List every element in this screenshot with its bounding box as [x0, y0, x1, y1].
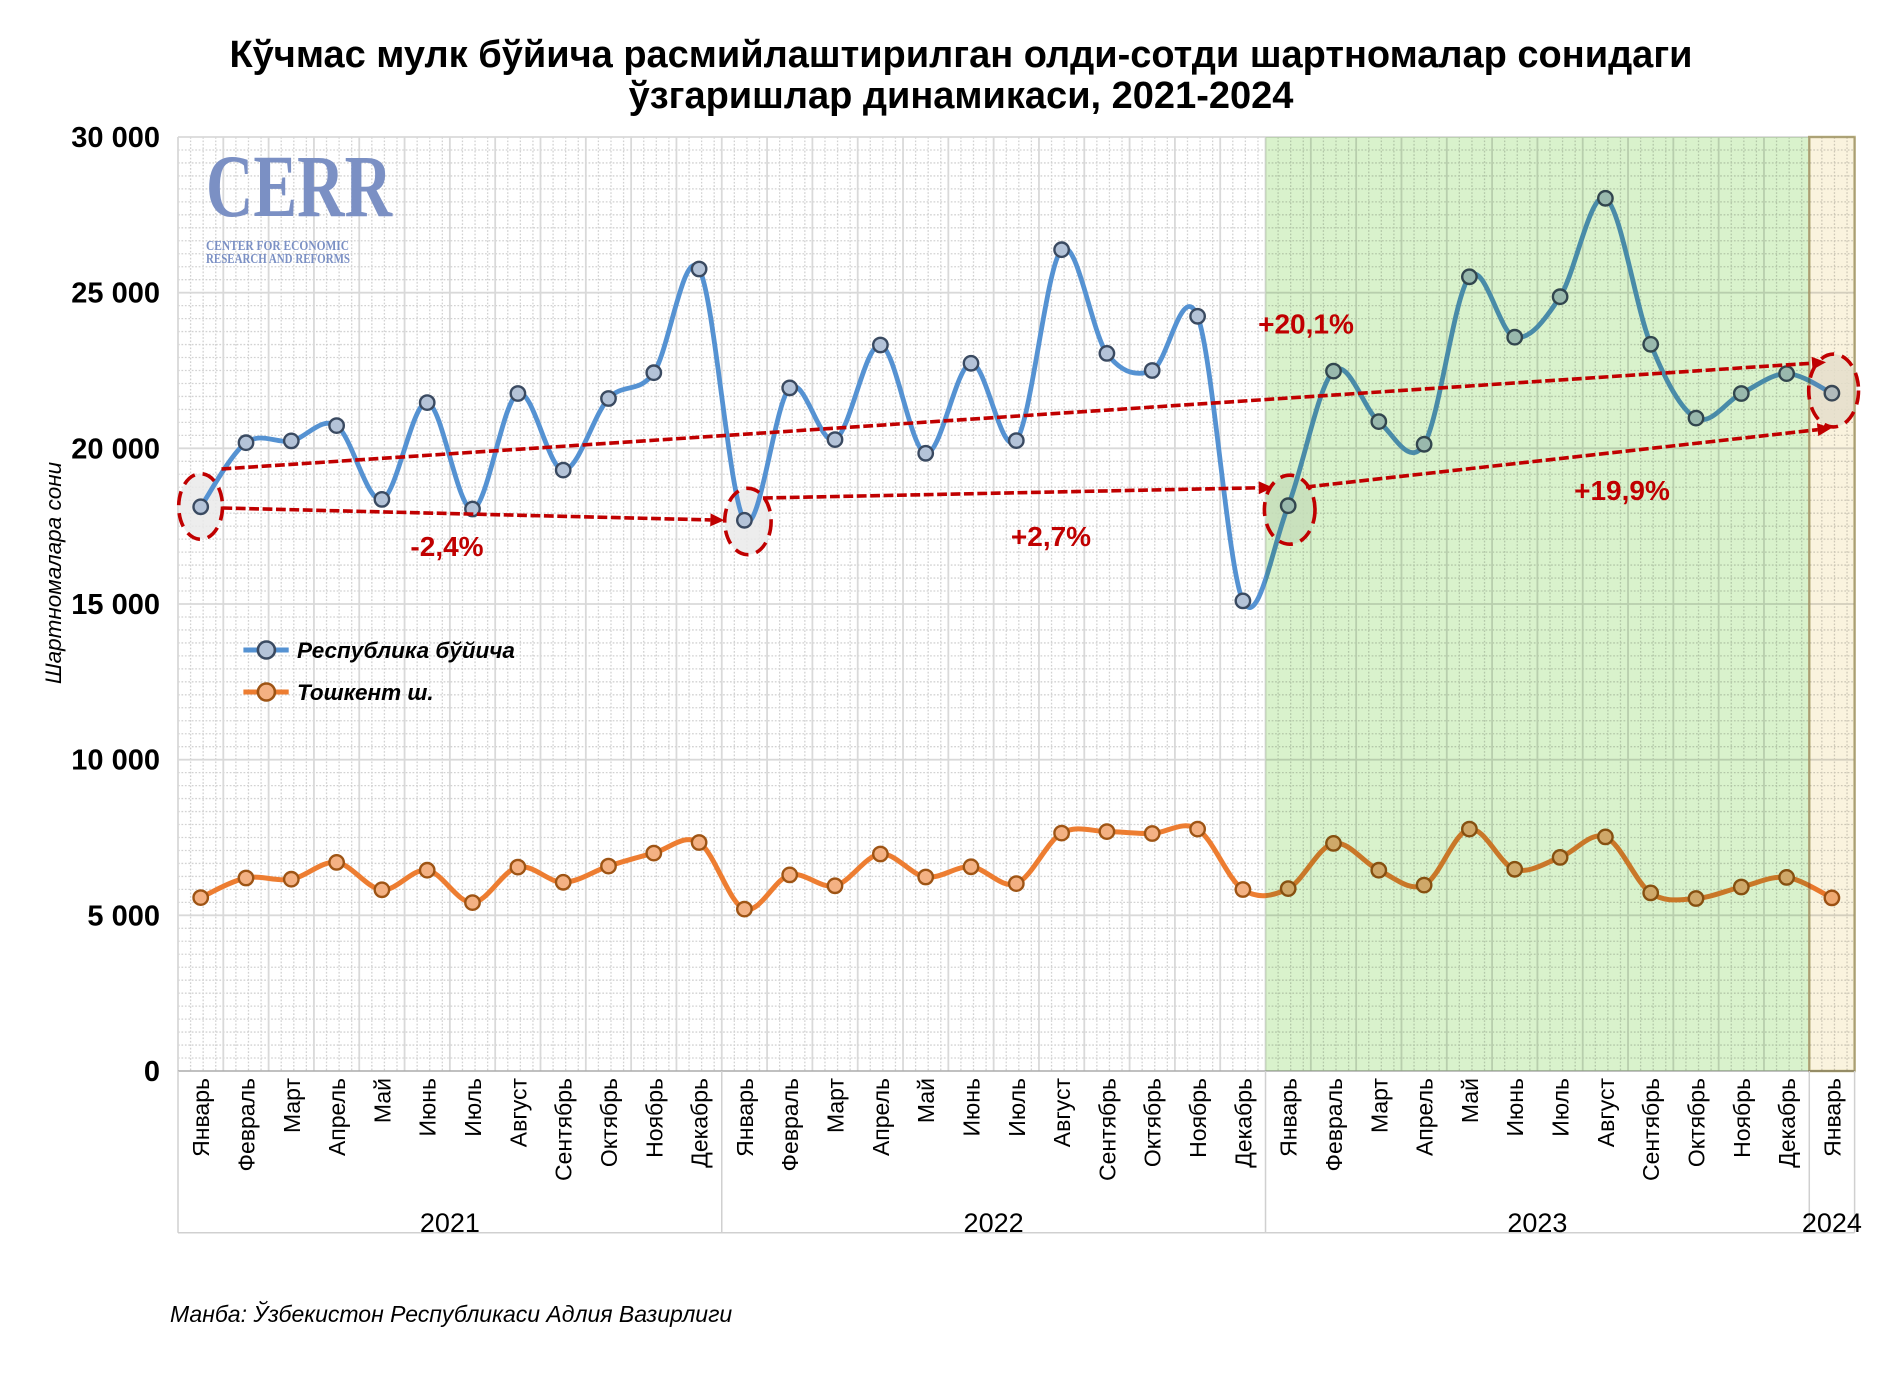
svg-text:Октябрь: Октябрь — [1684, 1078, 1710, 1167]
svg-text:Май: Май — [1457, 1078, 1483, 1123]
svg-text:0: 0 — [144, 1056, 160, 1088]
svg-text:Республика бўйича: Республика бўйича — [297, 638, 515, 663]
svg-text:Февраль: Февраль — [777, 1078, 803, 1171]
svg-text:Декабрь: Декабрь — [1774, 1078, 1800, 1168]
svg-text:2022: 2022 — [964, 1208, 1024, 1238]
svg-text:Август: Август — [505, 1078, 531, 1148]
svg-text:RESEARCH AND REFORMS: RESEARCH AND REFORMS — [206, 251, 350, 266]
svg-text:30 000: 30 000 — [71, 122, 160, 154]
svg-text:+20,1%: +20,1% — [1258, 309, 1354, 340]
svg-text:Август: Август — [1593, 1078, 1619, 1148]
svg-text:Декабрь: Декабрь — [687, 1078, 713, 1168]
svg-text:20 000: 20 000 — [71, 433, 160, 465]
svg-text:2024: 2024 — [1802, 1208, 1862, 1238]
svg-text:Июль: Июль — [1548, 1078, 1574, 1137]
svg-text:CERR: CERR — [206, 138, 393, 236]
svg-text:Март: Март — [279, 1078, 305, 1133]
svg-text:+19,9%: +19,9% — [1574, 475, 1670, 506]
svg-text:Январь: Январь — [1819, 1078, 1845, 1157]
svg-text:Ноябрь: Ноябрь — [641, 1078, 667, 1158]
svg-text:-2,4%: -2,4% — [410, 531, 483, 562]
svg-text:Ноябрь: Ноябрь — [1185, 1078, 1211, 1158]
svg-text:Октябрь: Октябрь — [1140, 1078, 1166, 1167]
svg-text:Тошкент ш.: Тошкент ш. — [297, 680, 434, 705]
svg-text:Октябрь: Октябрь — [596, 1078, 622, 1167]
svg-text:25 000: 25 000 — [71, 278, 160, 310]
svg-text:Сентябрь: Сентябрь — [551, 1078, 577, 1181]
svg-text:Февраль: Февраль — [1321, 1078, 1347, 1171]
svg-text:Июль: Июль — [460, 1078, 486, 1137]
svg-text:Январь: Январь — [188, 1078, 214, 1157]
svg-text:Кўчмас мулк бўйича расмийлашти: Кўчмас мулк бўйича расмийлаштирилган олд… — [229, 34, 1692, 76]
svg-text:Май: Май — [913, 1078, 939, 1123]
svg-text:Шартномалара сони: Шартномалара сони — [41, 461, 66, 684]
svg-text:Январь: Январь — [732, 1078, 758, 1157]
svg-text:Манба: Ўзбекистон Республикаси: Манба: Ўзбекистон Республикаси Адлия Ваз… — [170, 1299, 732, 1327]
svg-text:Март: Март — [1366, 1078, 1392, 1133]
svg-text:Сентябрь: Сентябрь — [1638, 1078, 1664, 1181]
svg-text:Январь: Январь — [1276, 1078, 1302, 1157]
svg-text:Апрель: Апрель — [1412, 1078, 1438, 1156]
svg-text:Июль: Июль — [1004, 1078, 1030, 1137]
svg-text:Сентябрь: Сентябрь — [1094, 1078, 1120, 1181]
svg-text:Май: Май — [369, 1078, 395, 1123]
svg-text:Ноябрь: Ноябрь — [1729, 1078, 1755, 1158]
svg-text:Март: Март — [823, 1078, 849, 1133]
svg-text:2021: 2021 — [420, 1208, 480, 1238]
svg-text:Июнь: Июнь — [1502, 1078, 1528, 1136]
svg-text:10 000: 10 000 — [71, 745, 160, 777]
svg-text:Июнь: Июнь — [415, 1078, 441, 1136]
svg-text:+2,7%: +2,7% — [1011, 521, 1091, 552]
svg-text:Август: Август — [1049, 1078, 1075, 1148]
svg-text:15 000: 15 000 — [71, 589, 160, 621]
svg-text:Апрель: Апрель — [868, 1078, 894, 1156]
svg-text:2023: 2023 — [1507, 1208, 1567, 1238]
svg-text:Февраль: Февраль — [234, 1078, 260, 1171]
svg-text:Декабрь: Декабрь — [1230, 1078, 1256, 1168]
svg-text:CENTER FOR ECONOMIC: CENTER FOR ECONOMIC — [206, 238, 349, 253]
svg-text:Апрель: Апрель — [324, 1078, 350, 1156]
svg-text:ўзгаришлар динамикаси, 2021-20: ўзгаришлар динамикаси, 2021-2024 — [629, 75, 1294, 117]
svg-text:Июнь: Июнь — [959, 1078, 985, 1136]
svg-text:5 000: 5 000 — [87, 900, 160, 932]
